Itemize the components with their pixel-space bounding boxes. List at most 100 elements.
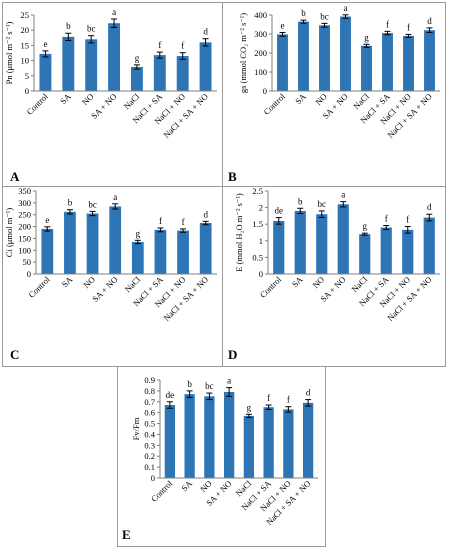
bar <box>294 210 306 274</box>
y-tick-label: 5 <box>25 71 29 81</box>
y-tick-label: 0.5 <box>144 419 155 429</box>
y-tick-label: 300 <box>254 29 267 39</box>
category-label: NO <box>313 91 329 107</box>
bar <box>361 45 372 91</box>
significance-letter: bc <box>205 381 214 391</box>
bar <box>243 415 255 478</box>
significance-letter: d <box>306 388 311 398</box>
significance-letter: de <box>166 390 175 400</box>
bar <box>277 34 288 91</box>
significance-letter: g <box>135 53 140 63</box>
category-label: SA <box>290 274 305 289</box>
bar <box>85 39 98 91</box>
bar <box>424 30 435 91</box>
panel-d-frame <box>222 186 446 367</box>
significance-letter: g <box>247 402 252 412</box>
y-tick-label: 15 <box>21 40 30 50</box>
y-tick-label: 2 <box>259 203 263 213</box>
bar <box>359 234 371 274</box>
significance-letter: b <box>187 379 192 389</box>
bar <box>176 56 189 91</box>
category-label: SA <box>179 478 194 493</box>
significance-letter: a <box>112 7 116 17</box>
bar <box>402 229 414 274</box>
panel-e-frame <box>117 366 326 547</box>
y-tick-label: 0.9 <box>144 375 155 385</box>
panel-letter: C <box>10 347 19 362</box>
y-tick-label: 0 <box>151 473 155 483</box>
bar <box>41 228 54 274</box>
bar <box>199 223 212 274</box>
category-label: NO <box>80 91 96 107</box>
y-tick-label: 0 <box>27 269 31 279</box>
y-tick-label: 300 <box>18 198 31 208</box>
bar <box>319 25 330 91</box>
bar <box>340 16 351 91</box>
significance-letter: f <box>181 41 184 51</box>
significance-letter: b <box>66 21 71 31</box>
bar <box>64 211 76 274</box>
bar <box>337 204 349 274</box>
bar <box>273 220 285 274</box>
bar <box>62 36 75 91</box>
significance-letter: g <box>363 221 368 231</box>
y-axis-title: gs (mmol CO₂ m⁻² s⁻¹) <box>238 13 248 93</box>
significance-letter: f <box>158 40 161 50</box>
significance-letter: e <box>43 39 47 49</box>
category-label: SA + NO <box>89 91 118 120</box>
bar <box>199 42 212 91</box>
y-tick-label: 0.7 <box>144 397 155 407</box>
bar <box>380 227 392 274</box>
bar <box>382 33 393 91</box>
y-tick-label: 0 <box>25 86 29 96</box>
y-tick-label: 25 <box>21 10 30 20</box>
y-tick-label: 0.8 <box>144 386 155 396</box>
y-tick-label: 1.5 <box>252 219 263 229</box>
bar <box>204 396 215 478</box>
significance-letter: a <box>113 192 117 202</box>
y-tick-label: 2.5 <box>252 186 263 196</box>
bar <box>223 391 235 478</box>
bar <box>131 241 144 274</box>
y-tick-label: 1 <box>259 236 263 246</box>
panel-letter: E <box>122 527 131 542</box>
significance-letter: f <box>407 22 410 32</box>
y-tick-label: 100 <box>254 67 267 77</box>
y-tick-label: 20 <box>21 25 30 35</box>
y-tick-label: 0.2 <box>144 451 155 461</box>
panel-letter: A <box>10 169 20 184</box>
category-label: NO <box>81 274 97 290</box>
significance-letter: d <box>427 202 432 212</box>
significance-letter: a <box>227 376 231 386</box>
significance-letter: bc <box>318 199 327 209</box>
panel-frames <box>2 2 446 547</box>
significance-letter: a <box>344 3 348 13</box>
y-axis-title: E (mmol H₂O m⁻² s⁻¹) <box>234 193 244 272</box>
y-tick-label: 0 <box>263 86 267 96</box>
bar <box>130 66 143 91</box>
y-tick-label: 10 <box>21 56 30 66</box>
significance-letter: d <box>203 209 208 219</box>
y-tick-label: 0.3 <box>144 440 155 450</box>
bar <box>184 394 195 478</box>
y-tick-label: 0 <box>259 269 263 279</box>
bar <box>403 35 414 91</box>
y-tick-label: 200 <box>254 48 267 58</box>
significance-letter: bc <box>88 199 97 209</box>
significance-letter: b <box>301 8 306 18</box>
category-label: NaCl <box>122 274 142 294</box>
significance-letter: d <box>203 27 208 37</box>
significance-letter: f <box>267 393 270 403</box>
bar <box>316 214 328 274</box>
bar <box>108 23 121 91</box>
significance-letter: f <box>386 19 389 29</box>
significance-letter: g <box>364 32 369 42</box>
bar <box>302 402 314 478</box>
y-tick-label: 200 <box>18 222 31 232</box>
y-tick-label: 50 <box>23 257 32 267</box>
bar <box>177 230 189 274</box>
y-tick-label: 350 <box>18 186 31 196</box>
